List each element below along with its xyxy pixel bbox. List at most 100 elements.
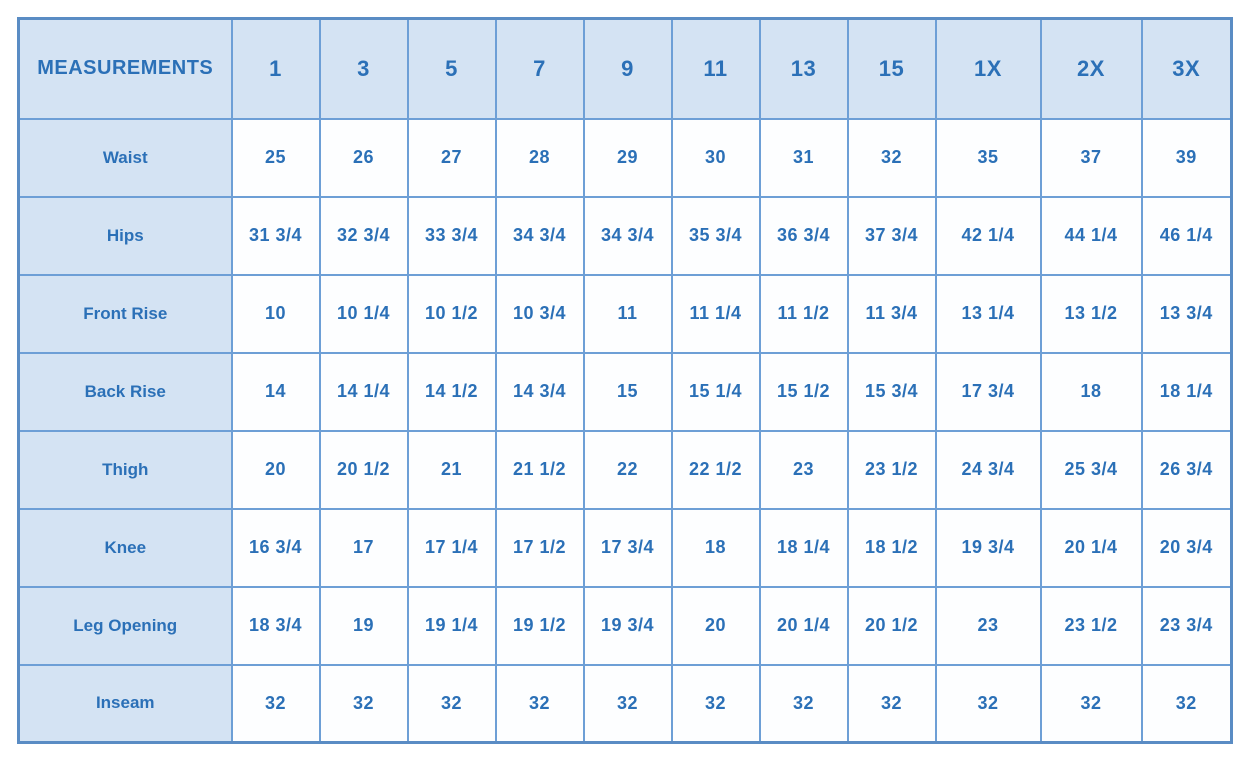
measurement-value-cell: 20	[670, 585, 761, 666]
measurement-value-cell: 18	[670, 507, 761, 588]
table-body: Waist 25 26 27 28 29 30 31 32 35 37 39 Hips 31 3/4 32 …	[17, 117, 1233, 744]
measurement-value-cell: 26	[318, 117, 409, 198]
measurement-value-cell: 15 3/4	[846, 351, 937, 432]
measurement-value-cell: 13 1/4	[934, 273, 1042, 354]
measurement-value-cell: 17 3/4	[934, 351, 1042, 432]
measurements-corner-header: MEASUREMENTS	[17, 17, 233, 120]
table-row: Hips 31 3/4 32 3/4 33 3/4 34 3/4 34 3/4 35 3/4…	[17, 195, 1233, 276]
measurement-value-cell: 25	[230, 117, 321, 198]
measurement-value-cell: 14 1/2	[406, 351, 497, 432]
measurement-value-cell: 20 1/4	[758, 585, 849, 666]
measurement-value-cell: 32	[670, 663, 761, 744]
measurement-value-cell: 31	[758, 117, 849, 198]
measurement-value-cell: 23	[934, 585, 1042, 666]
size-column-header: 1X	[934, 17, 1042, 120]
measurement-value-cell: 32	[846, 117, 937, 198]
measurement-row-label: Leg Opening	[17, 585, 233, 666]
size-column-header: 3	[318, 17, 409, 120]
size-column-header: 1	[230, 17, 321, 120]
table-row: Inseam 32 32 32 32 32 32 32 32 32 32 32	[17, 663, 1233, 744]
measurement-value-cell: 10 1/4	[318, 273, 409, 354]
measurement-value-cell: 10 3/4	[494, 273, 585, 354]
measurement-row-label: Back Rise	[17, 351, 233, 432]
measurement-value-cell: 23 1/2	[846, 429, 937, 510]
measurement-value-cell: 16 3/4	[230, 507, 321, 588]
measurement-value-cell: 18	[1039, 351, 1143, 432]
measurement-value-cell: 17	[318, 507, 409, 588]
measurement-value-cell: 44 1/4	[1039, 195, 1143, 276]
table-row: Leg Opening 18 3/4 19 19 1/4 19 1/2 19 3/4 20 2…	[17, 585, 1233, 666]
measurement-value-cell: 30	[670, 117, 761, 198]
measurement-value-cell: 24 3/4	[934, 429, 1042, 510]
measurement-value-cell: 25 3/4	[1039, 429, 1143, 510]
measurement-value-cell: 11	[582, 273, 673, 354]
measurement-value-cell: 14	[230, 351, 321, 432]
measurement-value-cell: 21	[406, 429, 497, 510]
table-row: Front Rise 10 10 1/4 10 1/2 10 3/4 11 11 1/4 11…	[17, 273, 1233, 354]
measurement-value-cell: 46 1/4	[1140, 195, 1233, 276]
size-column-header: 7	[494, 17, 585, 120]
table-row: Thigh 20 20 1/2 21 21 1/2 22 22 1/2 23 23 1/2 24 …	[17, 429, 1233, 510]
measurement-value-cell: 14 1/4	[318, 351, 409, 432]
measurement-value-cell: 20 1/2	[318, 429, 409, 510]
table-header: MEASUREMENTS 1 3 5 7 9 11 13 15 1X 2X 3X	[17, 17, 1233, 120]
measurement-value-cell: 18 1/4	[1140, 351, 1233, 432]
measurement-value-cell: 18 1/2	[846, 507, 937, 588]
measurement-value-cell: 23 3/4	[1140, 585, 1233, 666]
size-column-header: 11	[670, 17, 761, 120]
size-column-header: 2X	[1039, 17, 1143, 120]
measurement-value-cell: 19 1/4	[406, 585, 497, 666]
measurement-value-cell: 28	[494, 117, 585, 198]
measurement-value-cell: 17 1/4	[406, 507, 497, 588]
measurement-row-label: Waist	[17, 117, 233, 198]
measurement-value-cell: 20 1/2	[846, 585, 937, 666]
measurement-value-cell: 34 3/4	[582, 195, 673, 276]
measurement-value-cell: 21 1/2	[494, 429, 585, 510]
measurement-value-cell: 32	[1039, 663, 1143, 744]
measurement-value-cell: 18 3/4	[230, 585, 321, 666]
measurement-value-cell: 13 1/2	[1039, 273, 1143, 354]
measurement-value-cell: 19 3/4	[582, 585, 673, 666]
measurement-value-cell: 31 3/4	[230, 195, 321, 276]
measurement-value-cell: 37	[1039, 117, 1143, 198]
measurement-value-cell: 32	[318, 663, 409, 744]
measurement-row-label: Thigh	[17, 429, 233, 510]
measurement-value-cell: 35	[934, 117, 1042, 198]
measurement-value-cell: 32	[582, 663, 673, 744]
measurement-value-cell: 35 3/4	[670, 195, 761, 276]
measurement-value-cell: 33 3/4	[406, 195, 497, 276]
measurement-value-cell: 22 1/2	[670, 429, 761, 510]
measurement-value-cell: 17 3/4	[582, 507, 673, 588]
measurement-value-cell: 39	[1140, 117, 1233, 198]
measurement-value-cell: 23 1/2	[1039, 585, 1143, 666]
measurement-value-cell: 32	[846, 663, 937, 744]
table-row: Knee 16 3/4 17 17 1/4 17 1/2 17 3/4 18 18 1/4 18…	[17, 507, 1233, 588]
measurement-value-cell: 15 1/2	[758, 351, 849, 432]
measurement-value-cell: 32 3/4	[318, 195, 409, 276]
measurement-row-label: Hips	[17, 195, 233, 276]
measurement-value-cell: 26 3/4	[1140, 429, 1233, 510]
measurement-row-label: Front Rise	[17, 273, 233, 354]
measurement-value-cell: 19 3/4	[934, 507, 1042, 588]
measurement-value-cell: 15	[582, 351, 673, 432]
measurement-value-cell: 11 1/2	[758, 273, 849, 354]
measurement-value-cell: 18 1/4	[758, 507, 849, 588]
measurement-value-cell: 13 3/4	[1140, 273, 1233, 354]
measurement-value-cell: 23	[758, 429, 849, 510]
header-row: MEASUREMENTS 1 3 5 7 9 11 13 15 1X 2X 3X	[17, 17, 1233, 120]
measurement-value-cell: 20	[230, 429, 321, 510]
page: MEASUREMENTS 1 3 5 7 9 11 13 15 1X 2X 3X Waist 25 26…	[17, 17, 1233, 744]
measurement-value-cell: 11 1/4	[670, 273, 761, 354]
measurement-value-cell: 32	[934, 663, 1042, 744]
measurement-value-cell: 36 3/4	[758, 195, 849, 276]
measurement-value-cell: 15 1/4	[670, 351, 761, 432]
measurement-value-cell: 32	[1140, 663, 1233, 744]
measurement-value-cell: 32	[406, 663, 497, 744]
measurement-value-cell: 19	[318, 585, 409, 666]
size-column-header: 13	[758, 17, 849, 120]
measurement-value-cell: 19 1/2	[494, 585, 585, 666]
size-column-header: 5	[406, 17, 497, 120]
size-column-header: 9	[582, 17, 673, 120]
measurements-size-chart-table: MEASUREMENTS 1 3 5 7 9 11 13 15 1X 2X 3X Waist 25 26…	[17, 17, 1233, 744]
measurement-value-cell: 32	[758, 663, 849, 744]
